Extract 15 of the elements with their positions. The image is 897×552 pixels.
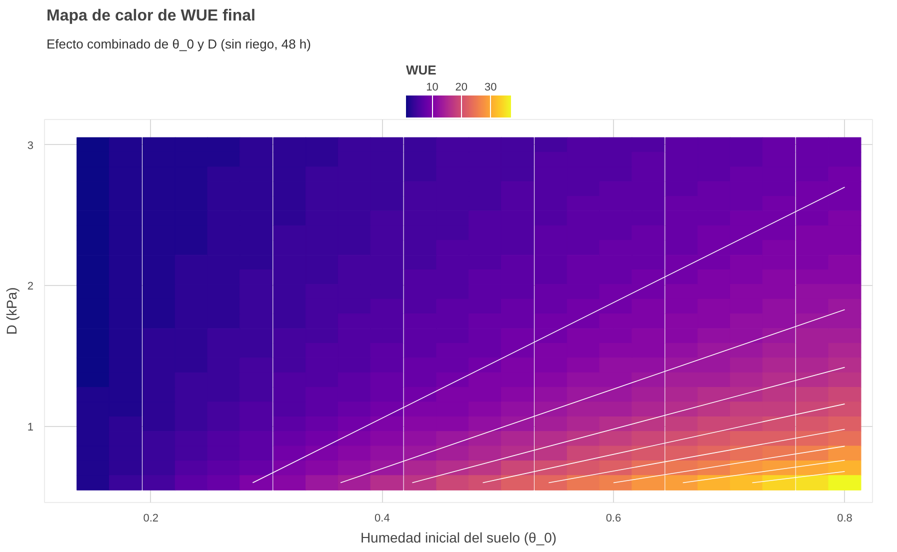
chart-title: Mapa de calor de WUE final (46, 8, 256, 24)
y-tick-label: 2 (27, 280, 34, 293)
y-tick-label: 3 (27, 140, 34, 152)
x-tick-label: 0.8 (837, 512, 852, 524)
y-tick-label: 1 (27, 421, 34, 434)
y-axis-title: D (kPa) (3, 287, 20, 335)
x-tick-label: 0.6 (606, 512, 622, 524)
x-tick-label: 0.4 (374, 512, 390, 524)
color-bar-label: 20 (455, 82, 468, 94)
chart-subtitle: Efecto combinado de θ_0 y D (sin riego, 48 h) (46, 36, 311, 52)
color-bar-label: 30 (484, 82, 497, 94)
legend-title: WUE (406, 62, 437, 78)
color-bar-label: 10 (426, 82, 438, 94)
x-axis-title: Humedad inicial del suelo (θ_0) (360, 530, 557, 546)
x-tick-label: 0.2 (143, 512, 159, 524)
